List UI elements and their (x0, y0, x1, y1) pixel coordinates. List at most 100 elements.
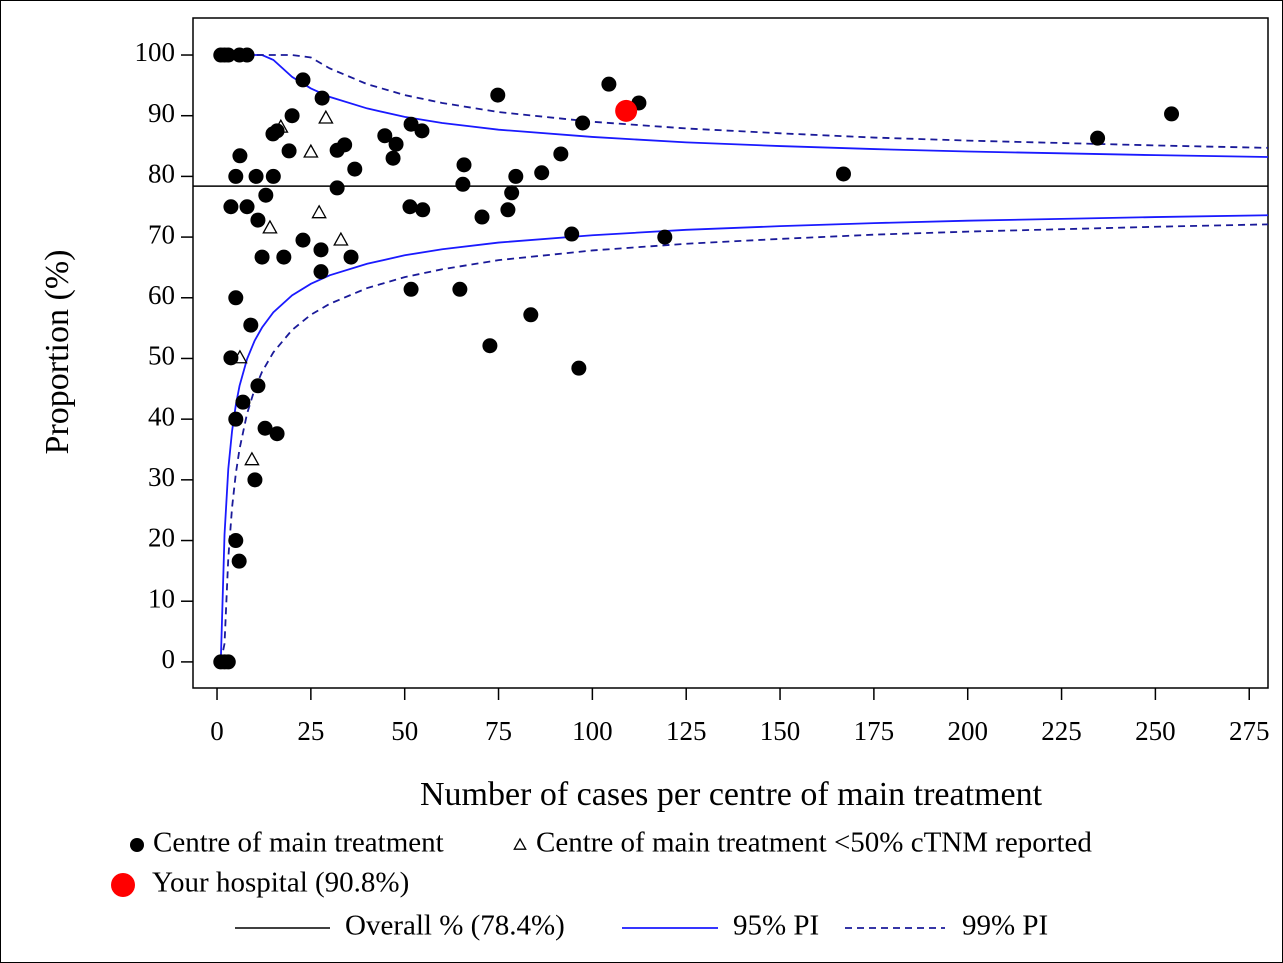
point (247, 472, 263, 488)
y-tick-label: 30 (148, 462, 175, 492)
y-tick-label: 100 (135, 37, 176, 67)
point (254, 249, 270, 265)
point (231, 553, 247, 569)
point (250, 378, 266, 394)
x-tick-label: 25 (297, 716, 324, 746)
x-tick-label: 175 (854, 716, 895, 746)
point (1164, 106, 1180, 122)
point (456, 157, 472, 173)
point (452, 281, 468, 297)
point (228, 290, 244, 306)
point (269, 123, 285, 139)
x-tick-label: 125 (666, 716, 707, 746)
x-tick-label: 225 (1041, 716, 1082, 746)
point (564, 226, 580, 242)
point (575, 115, 591, 131)
x-tick-label: 150 (760, 716, 801, 746)
point (490, 87, 506, 103)
y-tick-label: 50 (148, 341, 175, 371)
legend-marker (513, 837, 527, 850)
x-tick-label: 275 (1229, 716, 1270, 746)
legend-label: Your hospital (90.8%) (152, 867, 409, 899)
point (508, 168, 524, 184)
y-tick-label: 0 (162, 644, 176, 674)
point (415, 202, 431, 218)
point (228, 411, 244, 427)
y-tick-label: 70 (148, 219, 175, 249)
point (615, 99, 638, 122)
y-tick-label: 10 (148, 583, 175, 613)
point (223, 199, 239, 215)
y-tick-label: 60 (148, 280, 175, 310)
point (232, 148, 248, 164)
point (403, 281, 419, 297)
triangle-point (318, 109, 334, 124)
triangle-point (311, 204, 327, 219)
point (228, 168, 244, 184)
x-axis-label: Number of cases per centre of main treat… (420, 776, 1043, 813)
triangle-point (262, 219, 278, 234)
point (235, 394, 251, 410)
point (223, 350, 239, 366)
triangle-point (333, 231, 349, 246)
x-tick-label: 250 (1135, 716, 1176, 746)
point (377, 128, 393, 144)
point (248, 168, 264, 184)
point (314, 90, 330, 106)
point (265, 168, 281, 184)
point (657, 229, 673, 245)
y-tick-label: 90 (148, 98, 175, 128)
x-tick-label: 200 (947, 716, 988, 746)
point (239, 47, 255, 63)
point (835, 166, 851, 182)
legend-label: Centre of main treatment (153, 827, 444, 859)
point (1090, 130, 1106, 146)
legend-label: Centre of main treatment <50% cTNM repor… (536, 827, 1092, 859)
point (228, 533, 244, 549)
point (284, 108, 300, 124)
point (295, 232, 311, 248)
point (414, 123, 430, 139)
triangle-point (244, 451, 260, 466)
legend-marker (111, 873, 135, 897)
point (343, 249, 359, 265)
point (347, 161, 363, 177)
point (474, 209, 490, 225)
pi-lower (219, 214, 1268, 662)
point (329, 180, 345, 196)
legend-marker (130, 838, 144, 852)
point (257, 420, 273, 436)
point (258, 187, 274, 203)
x-tick-label: 50 (391, 716, 418, 746)
point (385, 150, 401, 166)
point (281, 143, 297, 159)
point (269, 426, 285, 442)
point (243, 317, 259, 333)
point (504, 185, 520, 201)
point (220, 47, 236, 63)
legend-label: 95% PI (733, 910, 819, 942)
point (553, 146, 569, 162)
point (500, 202, 516, 218)
y-tick-label: 20 (148, 523, 175, 553)
point (523, 307, 539, 323)
point (534, 165, 550, 181)
point (455, 176, 471, 192)
point (250, 212, 266, 228)
point (295, 72, 311, 88)
point (402, 199, 418, 215)
x-tick-label: 75 (485, 716, 512, 746)
y-tick-label: 80 (148, 159, 175, 189)
x-tick-label: 100 (572, 716, 613, 746)
y-tick-label: 40 (148, 401, 175, 431)
legend-label: Overall % (78.4%) (345, 910, 565, 942)
y-axis-label: Proportion (%) (39, 250, 76, 455)
point (403, 116, 419, 132)
triangle-point (232, 349, 248, 364)
point (239, 199, 255, 215)
point (601, 76, 617, 92)
point (220, 654, 236, 670)
point (276, 249, 292, 265)
